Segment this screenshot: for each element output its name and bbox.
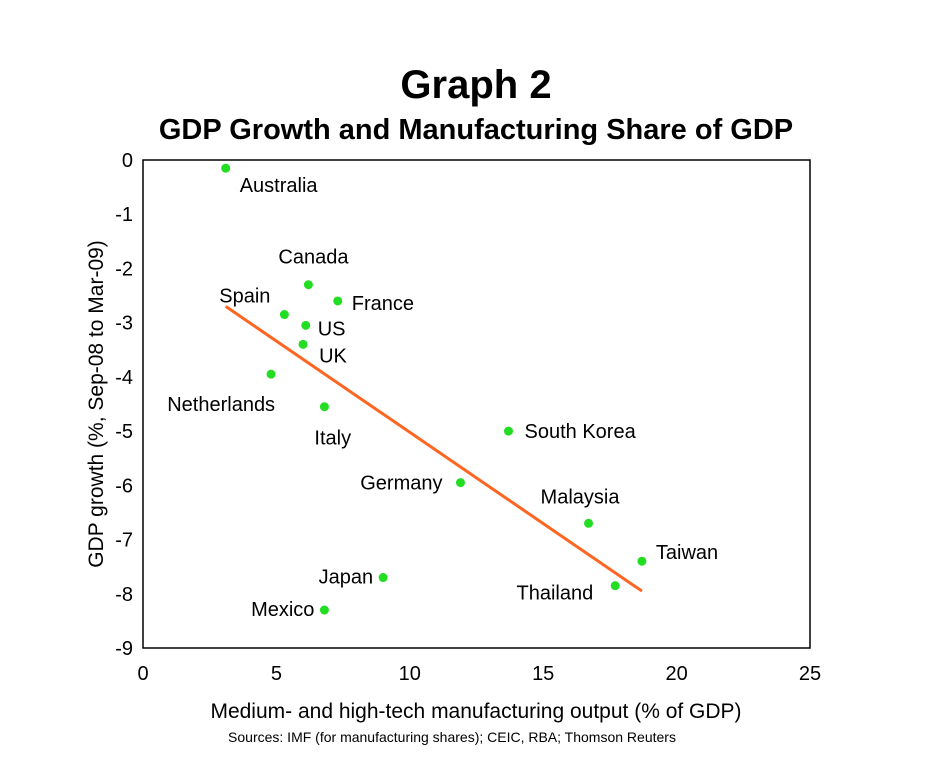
point-label: UK	[319, 345, 347, 367]
x-tick-label: 20	[665, 663, 687, 685]
point-label: Italy	[314, 428, 351, 450]
data-point	[378, 573, 388, 583]
x-tick-label: 25	[799, 663, 821, 685]
data-point	[455, 478, 465, 488]
y-tick-label: -7	[115, 530, 133, 552]
data-point	[504, 426, 514, 436]
chart-title: Graph 2	[400, 63, 551, 107]
point-label: Thailand	[517, 583, 594, 605]
point-label: Malaysia	[541, 486, 621, 508]
point-label: US	[318, 318, 346, 340]
y-axis-ticks: 0 -1 -2 -3 -4 -5 -6 -7 -8 -9	[115, 150, 133, 660]
x-tick-label: 10	[399, 663, 421, 685]
y-tick-label: -9	[115, 638, 133, 660]
point-label: Australia	[240, 175, 319, 197]
y-tick-label: -1	[115, 204, 133, 226]
data-point	[319, 402, 329, 412]
point-label: Spain	[219, 286, 270, 308]
x-tick-label: 5	[271, 663, 282, 685]
y-tick-label: -4	[115, 367, 133, 389]
data-point	[279, 310, 289, 320]
source-note: Sources: IMF (for manufacturing shares);…	[228, 729, 676, 745]
x-axis-label: Medium- and high-tech manufacturing outp…	[210, 700, 741, 723]
x-tick-label: 15	[532, 663, 554, 685]
chart-subtitle: GDP Growth and Manufacturing Share of GD…	[159, 114, 793, 146]
data-point	[610, 581, 620, 591]
data-point	[584, 518, 594, 528]
y-tick-label: -6	[115, 475, 133, 497]
y-tick-label: 0	[122, 150, 133, 172]
point-label: France	[352, 293, 414, 315]
x-axis-ticks: 0 5 10 15 20 25	[137, 663, 821, 685]
y-tick-label: -2	[115, 258, 133, 280]
data-points: Australia Canada France Spain US UK Netherland…	[167, 163, 718, 621]
y-tick-label: -5	[115, 421, 133, 443]
data-point	[221, 163, 231, 173]
x-tick-label: 0	[137, 663, 148, 685]
y-axis-label: GDP growth (%, Sep-08 to Mar-09)	[85, 240, 108, 568]
point-label: Mexico	[251, 599, 314, 621]
data-point	[298, 339, 308, 349]
data-point	[301, 320, 311, 330]
y-tick-label: -8	[115, 584, 133, 606]
data-point	[266, 369, 276, 379]
y-tick-label: -3	[115, 313, 133, 335]
point-label: Germany	[360, 473, 442, 495]
data-point	[319, 605, 329, 615]
point-label: Japan	[319, 567, 374, 589]
point-label: Taiwan	[656, 542, 718, 564]
trend-line	[224, 305, 643, 593]
point-label: Netherlands	[167, 394, 275, 416]
point-label: South Korea	[525, 421, 637, 443]
plot-frame	[142, 159, 811, 649]
data-point	[333, 296, 343, 306]
data-point	[637, 556, 647, 566]
data-point	[303, 280, 313, 290]
point-label: Canada	[278, 247, 349, 269]
